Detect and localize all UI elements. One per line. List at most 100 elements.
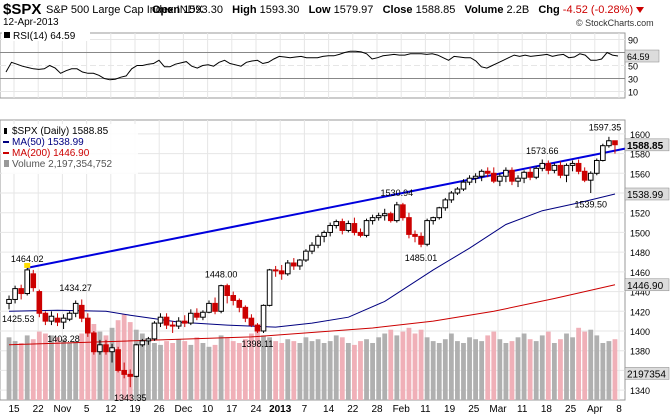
- volume-bar: [388, 329, 394, 400]
- chg-label: Chg: [538, 4, 560, 16]
- rsi-legend-label: RSI(14) 64.59: [13, 31, 76, 42]
- volume-bar: [109, 327, 115, 400]
- volume-bar: [273, 341, 279, 400]
- price-value-badge-text: 1588.85: [627, 141, 664, 152]
- volume-bar: [570, 337, 575, 400]
- candle-body: [551, 164, 558, 171]
- volume-bar: [527, 339, 533, 400]
- candle-body: [284, 262, 291, 275]
- volume-bar: [79, 333, 85, 400]
- candle-body: [66, 312, 73, 320]
- candle-body: [291, 262, 297, 267]
- x-tick-label: Apr: [587, 404, 603, 415]
- volume-bar: [91, 324, 97, 400]
- price-annotation: 1398.11: [242, 339, 274, 349]
- candle-body: [375, 215, 382, 219]
- volume-bar: [291, 341, 297, 400]
- price-value-badge: [624, 367, 670, 380]
- rsi-tick-label: 50: [628, 62, 638, 72]
- volume-bar: [103, 335, 109, 400]
- candle-body: [109, 347, 115, 353]
- candle-body: [581, 170, 588, 181]
- high-highlight-marker: [24, 262, 31, 268]
- x-tick-label: 11: [517, 404, 528, 415]
- volume-bar: [218, 335, 224, 400]
- candle-body: [345, 223, 352, 231]
- volume-bar: [279, 343, 285, 400]
- volume-bar: [594, 335, 600, 400]
- volume-bar: [170, 343, 176, 400]
- volume-bar: [448, 333, 454, 400]
- volume-bar: [255, 329, 260, 400]
- volume-bar: [339, 337, 345, 400]
- price-value-badge-text: 2197354: [627, 369, 666, 380]
- volume-bar: [230, 341, 236, 400]
- price-tick-label: 1420: [630, 307, 650, 317]
- chg-value: -4.52 (-0.28%): [562, 4, 634, 16]
- volume-bar: [121, 314, 127, 400]
- volume-bar: [485, 335, 491, 400]
- candle-body: [297, 259, 303, 267]
- candle-body: [569, 162, 576, 166]
- candle-body: [236, 299, 243, 308]
- price-annotation: 1597.35: [589, 122, 622, 132]
- down-arrow-icon: [636, 7, 645, 14]
- volume-bar: [406, 327, 412, 400]
- volume-bar: [418, 329, 424, 400]
- candle-body: [163, 316, 170, 326]
- candle-body: [381, 213, 388, 217]
- volume-bar: [327, 341, 333, 400]
- volume-bar: [12, 341, 18, 400]
- volume-bar: [249, 333, 254, 400]
- volume-bar: [576, 327, 582, 400]
- volume-bar: [612, 339, 618, 400]
- volume-bar: [164, 341, 169, 400]
- volume-bar: [400, 331, 406, 400]
- candle-body: [315, 235, 321, 246]
- candle-body: [72, 302, 79, 314]
- candle-body: [527, 171, 533, 178]
- candle-body: [472, 175, 479, 179]
- candle-body: [272, 269, 279, 272]
- candle-body: [309, 244, 315, 252]
- x-tick-label: 10: [202, 404, 214, 415]
- volume-bar: [497, 339, 503, 400]
- candle-body: [369, 217, 376, 222]
- chart-header: $SPX S&P 500 Large Cap Index INDX 12-Apr…: [0, 0, 670, 28]
- volume-bar: [36, 331, 42, 400]
- volume-bar: [333, 335, 339, 400]
- candle-body: [42, 312, 49, 322]
- candle-body: [484, 170, 491, 174]
- candle-body: [97, 344, 103, 353]
- volume-bar: [370, 343, 375, 400]
- volume-bar: [364, 339, 369, 400]
- candle-body: [278, 270, 285, 275]
- volume-bar: [345, 343, 351, 400]
- candle-body: [442, 199, 449, 209]
- candle-body: [218, 285, 224, 312]
- x-tick-label: 24: [250, 404, 262, 415]
- candle-body: [521, 171, 527, 179]
- x-tick-label: 19: [129, 404, 141, 415]
- volume-bar: [436, 343, 442, 400]
- candle-body: [139, 340, 146, 346]
- rsi-tick-label: 90: [628, 36, 638, 46]
- volume-bar: [533, 341, 539, 400]
- candle-body: [612, 140, 618, 146]
- candle-body: [490, 172, 497, 182]
- candle-body: [321, 231, 327, 237]
- legend-label: $SPX (Daily) 1588.85: [12, 126, 109, 137]
- close-label: Close: [382, 4, 413, 16]
- candle-body: [563, 164, 570, 176]
- ma50-line: [8, 193, 616, 328]
- candle-body: [24, 269, 31, 295]
- volume-bar: [606, 341, 612, 400]
- volume-bar: [303, 337, 309, 400]
- volume-bar: [42, 333, 48, 400]
- volume-bar: [212, 344, 218, 400]
- candle-body: [509, 169, 515, 182]
- high-value: 1593.30: [259, 4, 300, 16]
- candle-body: [78, 304, 85, 319]
- x-tick-label: Nov: [54, 404, 72, 415]
- volume-bar: [30, 339, 36, 400]
